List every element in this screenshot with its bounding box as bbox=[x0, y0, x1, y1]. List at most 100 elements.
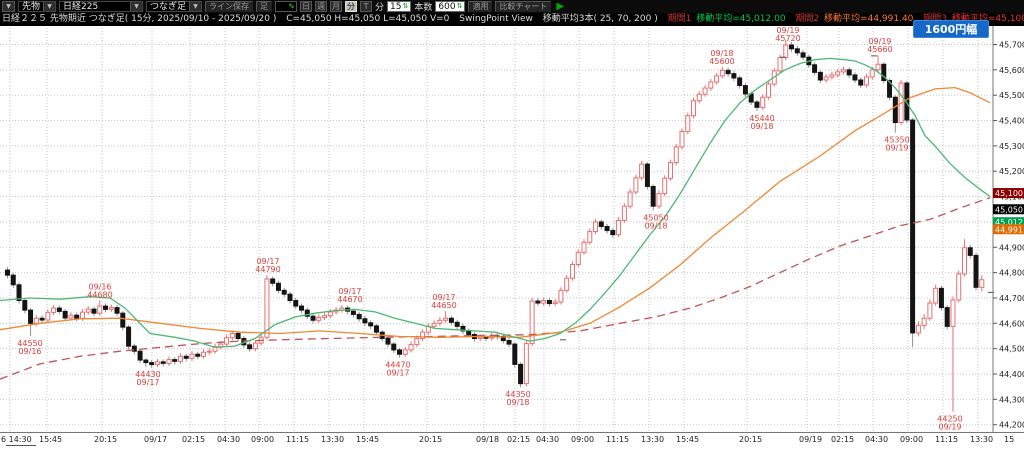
chart-plot-area[interactable]: 44550 09/16 09/16 44680 44430 09/17 09/17 44790… bbox=[0, 26, 1024, 433]
candle-body bbox=[264, 278, 270, 338]
candle-body bbox=[172, 359, 178, 362]
candle-body bbox=[281, 289, 287, 295]
candle-body bbox=[91, 308, 97, 314]
swing-annotation-line: 44430 bbox=[135, 370, 160, 379]
range-badge[interactable]: 1600円幅 bbox=[913, 20, 989, 38]
candle-body bbox=[956, 273, 962, 301]
time-axis-label: 09:00 bbox=[251, 435, 275, 444]
candle-body bbox=[56, 307, 62, 312]
candle-body bbox=[460, 325, 466, 332]
candle-body bbox=[322, 315, 328, 318]
time-axis-label: 15:45 bbox=[39, 435, 63, 444]
candle-body bbox=[938, 287, 944, 309]
candle-body bbox=[564, 277, 570, 291]
candle-body bbox=[685, 115, 691, 132]
candle-body bbox=[765, 83, 771, 98]
candle-body bbox=[373, 325, 379, 333]
y-axis-tick-label: 44,300.00 bbox=[999, 395, 1024, 404]
swing-annotation-line: 45660 bbox=[867, 45, 892, 54]
candle-body bbox=[731, 73, 737, 79]
time-axis-label: 02:15 bbox=[831, 435, 855, 444]
spinner-icon[interactable]: ⇅ bbox=[402, 2, 409, 10]
candle-body bbox=[189, 353, 195, 359]
price-marker-box bbox=[993, 204, 1024, 215]
candle-body bbox=[673, 146, 679, 164]
period-day-button[interactable]: 日 bbox=[300, 1, 313, 12]
candle-body bbox=[817, 71, 823, 81]
candle-body bbox=[414, 338, 420, 346]
price-marker-box bbox=[993, 224, 1024, 235]
candle-body bbox=[754, 101, 760, 108]
mini-dropdown-button[interactable]: ▼ bbox=[2, 1, 15, 12]
candle-body bbox=[835, 71, 841, 76]
candle-body bbox=[420, 331, 426, 340]
symbol-select-value: 日経225 bbox=[63, 1, 99, 12]
candle-body bbox=[252, 342, 258, 350]
toolbar: ▼ 先物 ▼ 日経225 ▼ つなぎ足 ▼ ライン保存 足 ✎ 日 週 月 分 … bbox=[0, 0, 1024, 13]
candle-body bbox=[852, 74, 858, 81]
period-month-button[interactable]: 月 bbox=[330, 1, 343, 12]
ma3-value: 移動平均=45,100.90 bbox=[951, 14, 1024, 24]
time-axis-label: 09:00 bbox=[571, 435, 595, 444]
candle-body bbox=[201, 351, 207, 357]
swing-annotation-line: 09/17 bbox=[338, 287, 361, 296]
symbol-select[interactable]: 日経225 ▼ bbox=[59, 1, 144, 12]
price-markers-layer: 45,100.9 45,050 45,012.044,991.4 bbox=[993, 188, 1024, 235]
chevron-down-icon[interactable]: ▼ bbox=[189, 2, 202, 11]
candle-body bbox=[350, 310, 356, 315]
period-minute-button[interactable]: 分 bbox=[345, 1, 358, 12]
y-axis-labels-layer: 45,700.00 45,600.00 45,500.00 45,400.00 45,3… bbox=[993, 41, 1024, 430]
chart-type-select-value: つなぎ足 bbox=[150, 1, 187, 12]
candle-body bbox=[823, 76, 829, 81]
candle-body bbox=[16, 284, 22, 302]
candle-body bbox=[437, 319, 443, 324]
y-axis-tick-label: 45,700.00 bbox=[999, 41, 1024, 50]
compare-chart-button[interactable]: 比較チャート bbox=[495, 1, 552, 12]
swing-annotation-line: 09/18 bbox=[750, 122, 773, 131]
period-tick-button[interactable]: T bbox=[360, 1, 373, 12]
candle-body bbox=[397, 349, 403, 355]
y-axis-tick-label: 44,400.00 bbox=[999, 370, 1024, 379]
apply-button[interactable]: 適用 bbox=[468, 1, 493, 12]
chart-type-select[interactable]: つなぎ足 ▼ bbox=[146, 1, 203, 12]
ma200-line bbox=[0, 197, 991, 380]
ma-setting-label: 移動平均3本( 25, 70, 200 ) bbox=[542, 14, 658, 24]
y-axis-tick-label: 44,800.00 bbox=[999, 269, 1024, 278]
candle-body bbox=[921, 317, 927, 326]
swing-annotation-line: 09/19 bbox=[938, 423, 961, 432]
swing-annotation-line: 09/19 bbox=[776, 26, 799, 35]
spinner-icon[interactable]: ⇅ bbox=[456, 2, 463, 10]
chevron-down-icon[interactable]: ▼ bbox=[43, 2, 56, 11]
candle-body bbox=[22, 300, 28, 311]
period-week-button[interactable]: 週 bbox=[315, 1, 328, 12]
bar-count-input[interactable]: 600 ⇅ bbox=[435, 1, 466, 12]
ashi-setting-box[interactable]: ✎ bbox=[275, 1, 298, 12]
candle-body bbox=[506, 340, 512, 345]
time-axis-label: 20:15 bbox=[739, 435, 763, 444]
candle-body bbox=[33, 317, 39, 324]
candle-body bbox=[546, 300, 552, 305]
chevron-down-icon[interactable]: ▼ bbox=[130, 2, 143, 11]
market-select[interactable]: 先物 ▼ bbox=[18, 1, 57, 12]
line-save-button[interactable]: ライン保存 bbox=[205, 1, 254, 12]
candle-body bbox=[604, 225, 610, 232]
minute-label: 分 bbox=[375, 3, 385, 13]
candle-body bbox=[616, 219, 622, 236]
candle-body bbox=[466, 330, 472, 335]
swing-annotation-line: 45350 bbox=[884, 136, 909, 145]
minute-input[interactable]: 15 ⇅ bbox=[387, 1, 412, 12]
candle-body bbox=[218, 343, 224, 348]
y-axis-tick-label: 44,900.00 bbox=[999, 243, 1024, 252]
candle-body bbox=[610, 230, 616, 236]
candle-body bbox=[679, 130, 685, 148]
swing-annotation-line: 09/19 bbox=[885, 144, 908, 153]
candle-body bbox=[639, 163, 645, 179]
price-marker-label: 45,100.9 bbox=[995, 189, 1024, 198]
swing-annotation-line: 44550 bbox=[17, 339, 42, 348]
ashi-button[interactable]: 足 bbox=[256, 1, 273, 12]
green-flag-icon[interactable]: ▶ bbox=[556, 0, 565, 12]
y-axis-tick-label: 44,700.00 bbox=[999, 294, 1024, 303]
candle-body bbox=[535, 300, 541, 304]
candle-body bbox=[569, 264, 575, 279]
